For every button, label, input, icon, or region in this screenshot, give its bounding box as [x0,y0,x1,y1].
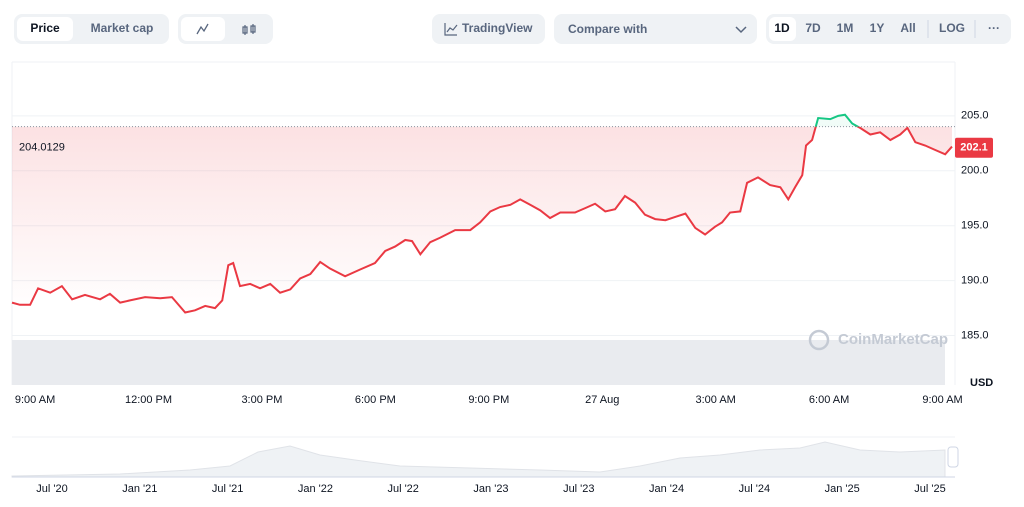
navigator-label: Jan '21 [122,483,157,495]
range-button[interactable]: All [900,21,915,35]
watermark: CoinMarketCap [838,331,948,348]
range-button[interactable]: 1Y [870,21,885,35]
navigator-label: Jan '25 [825,483,860,495]
y-tick-label: 195.0 [961,220,989,232]
reference-label: 204.0129 [19,142,65,154]
y-tick-label: 185.0 [961,329,989,341]
x-tick-label: 6:00 PM [355,394,396,406]
navigator-label: Jan '22 [298,483,333,495]
navigator-label: Jul '21 [212,483,243,495]
navigator-label: Jul '25 [914,483,945,495]
candle-icon[interactable] [242,24,256,35]
y-tick-label: 200.0 [961,165,989,177]
tradingview-label[interactable]: TradingView [462,21,533,35]
range-tabs [766,14,1011,44]
navigator-label: Jul '24 [739,483,770,495]
last-price-label: 202.1 [960,142,988,154]
navigator-label: Jul '22 [387,483,418,495]
navigator-label: Jan '23 [473,483,508,495]
y-tick-label: 205.0 [961,110,989,122]
chevron [735,26,747,34]
navigator-area [11,441,946,478]
x-tick-label: 9:00 AM [15,394,55,406]
navigator-label: Jul '23 [563,483,594,495]
tradingview-icon [444,23,458,36]
tradingview-button[interactable] [432,14,545,44]
navigator-label: Jul '20 [36,483,67,495]
y-tick-label: 190.0 [961,275,989,287]
log-button[interactable]: LOG [939,21,965,35]
range-button[interactable]: 1D [774,21,790,35]
tab-price[interactable]: Price [30,21,60,35]
x-tick-label: 6:00 AM [809,394,849,406]
x-tick-label: 12:00 PM [125,394,172,406]
tab-active[interactable] [17,17,73,41]
area-below [12,126,952,313]
price-line [11,126,953,314]
range-button[interactable]: 7D [805,21,821,35]
x-tick-label: 9:00 PM [468,394,509,406]
compare-select[interactable] [554,14,757,44]
x-tick-label: 9:00 AM [922,394,962,406]
tab-market-cap[interactable]: Market cap [91,21,154,35]
navigator-handle[interactable] [947,446,959,468]
range-active[interactable] [769,17,796,41]
range-button[interactable]: 1M [837,21,854,35]
y-unit: USD [970,377,993,389]
line-icon [196,23,209,35]
compare-label[interactable]: Compare with [568,22,647,36]
navigator-label: Jan '24 [649,483,684,495]
more-button[interactable]: ··· [988,21,1000,35]
last-price-tag [955,137,993,158]
x-tick-label: 3:00 AM [695,394,735,406]
watermark-logo [808,329,830,351]
x-tick-label: 3:00 PM [241,394,282,406]
x-tick-label: 27 Aug [585,394,619,406]
volume-bars [12,340,945,385]
